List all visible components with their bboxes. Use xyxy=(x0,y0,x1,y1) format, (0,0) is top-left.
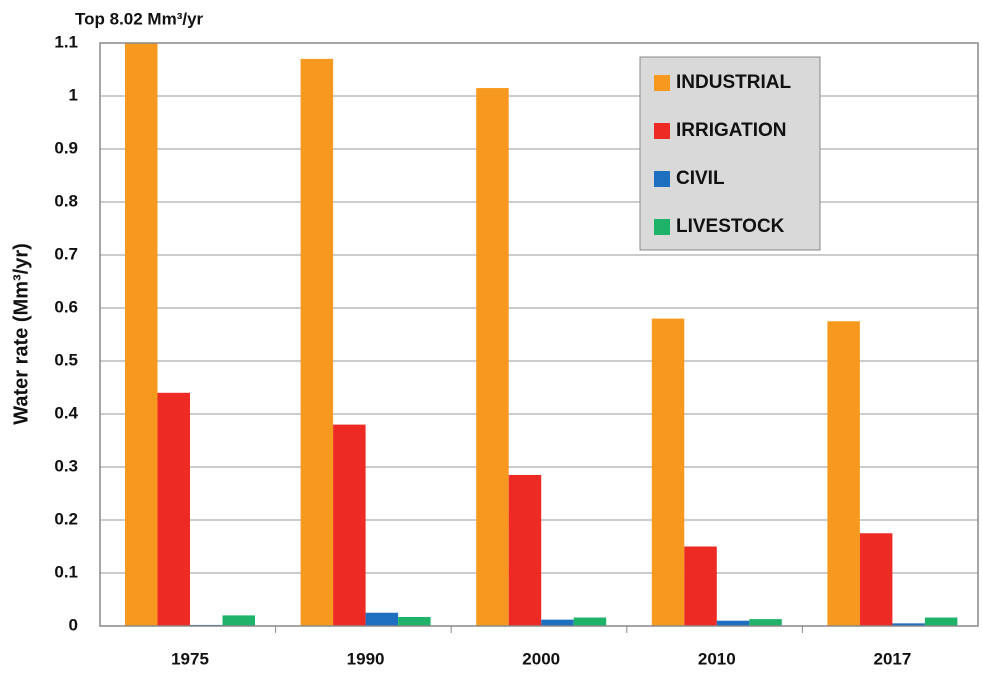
x-tick-label: 2000 xyxy=(522,649,560,668)
legend-swatch xyxy=(654,123,670,139)
bar xyxy=(157,392,190,626)
bar xyxy=(716,620,750,626)
y-tick-label: 0.6 xyxy=(54,297,78,316)
bar xyxy=(222,615,255,626)
y-tick-label: 0.7 xyxy=(54,244,78,263)
x-tick-label: 2010 xyxy=(698,649,736,668)
x-tick-label: 1990 xyxy=(347,649,385,668)
legend-label: CIVIL xyxy=(676,168,725,189)
bar xyxy=(859,533,893,626)
legend-swatch xyxy=(654,171,670,187)
bar xyxy=(684,546,717,626)
bar xyxy=(300,58,334,626)
y-axis-label: Water rate (Mm³/yr) xyxy=(10,243,32,425)
bar xyxy=(125,43,158,626)
bar xyxy=(333,424,366,626)
bar xyxy=(827,321,860,626)
plot-frame xyxy=(99,42,979,627)
bar xyxy=(892,623,925,626)
x-tick-label: 2017 xyxy=(873,649,911,668)
annotation: Top 8.02 Mm³/yr xyxy=(75,9,204,28)
bar xyxy=(398,616,431,626)
legend-label: INDUSTRIAL xyxy=(676,72,791,93)
y-tick-label: 0.2 xyxy=(54,509,78,528)
legend-label: IRRIGATION xyxy=(676,120,786,141)
y-tick-label: 0 xyxy=(69,615,78,634)
legend-swatch xyxy=(654,75,670,91)
bar xyxy=(573,617,607,626)
bar xyxy=(924,617,958,626)
bar xyxy=(365,612,399,626)
bar xyxy=(541,619,574,626)
bar xyxy=(476,88,509,626)
bars xyxy=(125,43,958,626)
y-tick-label: 0.3 xyxy=(54,456,78,475)
y-tick-label: 0.4 xyxy=(54,403,78,422)
bar xyxy=(508,474,542,626)
y-tick-label: 1.1 xyxy=(54,32,78,51)
y-tick-label: 0.5 xyxy=(54,350,78,369)
y-tick-label: 0.8 xyxy=(54,191,78,210)
y-tick-label: 0.1 xyxy=(54,562,78,581)
y-tick-label: 0.9 xyxy=(54,138,78,157)
legend: INDUSTRIAL IRRIGATION CIVIL LIVESTOCK xyxy=(639,56,821,251)
x-tick-label: 1975 xyxy=(171,649,209,668)
legend-label: LIVESTOCK xyxy=(676,216,785,237)
bar xyxy=(651,318,685,626)
legend-swatch xyxy=(654,219,670,235)
y-tick-label: 1 xyxy=(69,85,78,104)
labels: 0 0.1 0.2 0.3 0.4 0.5 0.6 0.7 0.8 0.9 1 1.1 1975 1990… xyxy=(54,32,911,668)
bar xyxy=(749,619,782,626)
